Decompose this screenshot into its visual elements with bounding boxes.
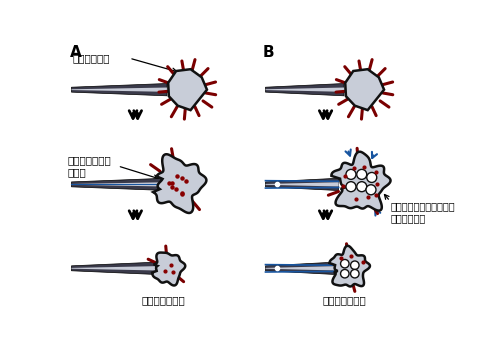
Polygon shape: [266, 266, 335, 271]
Circle shape: [366, 173, 377, 182]
Text: B: B: [262, 45, 274, 60]
Circle shape: [356, 182, 366, 192]
Polygon shape: [168, 69, 207, 110]
Circle shape: [340, 259, 349, 268]
Polygon shape: [72, 178, 166, 191]
Circle shape: [340, 270, 349, 278]
Text: 成長円錐の退縮: 成長円錐の退縮: [323, 295, 366, 305]
Polygon shape: [266, 182, 338, 187]
Circle shape: [346, 169, 356, 179]
Text: アクチン繊維: アクチン繊維: [73, 53, 110, 63]
Polygon shape: [72, 87, 167, 92]
Circle shape: [346, 182, 356, 192]
Polygon shape: [332, 152, 390, 211]
Polygon shape: [266, 178, 338, 191]
Polygon shape: [72, 266, 156, 271]
Circle shape: [350, 261, 359, 270]
Text: マクロビノサイトーシス
による膜回収: マクロビノサイトーシス による膜回収: [391, 201, 456, 223]
Circle shape: [366, 185, 376, 195]
Text: アクチン繊維の
脱重合: アクチン繊維の 脱重合: [68, 155, 112, 177]
Polygon shape: [72, 262, 156, 274]
Text: 成長円錐の退縮: 成長円錐の退縮: [142, 295, 186, 305]
Circle shape: [356, 169, 366, 179]
Text: A: A: [70, 45, 82, 60]
Polygon shape: [345, 69, 384, 110]
Circle shape: [350, 270, 359, 278]
Polygon shape: [72, 83, 167, 96]
Polygon shape: [72, 182, 166, 187]
Polygon shape: [266, 262, 335, 274]
Polygon shape: [153, 154, 206, 213]
Polygon shape: [152, 252, 185, 285]
Polygon shape: [330, 246, 370, 286]
Polygon shape: [266, 83, 344, 96]
Polygon shape: [266, 87, 344, 92]
